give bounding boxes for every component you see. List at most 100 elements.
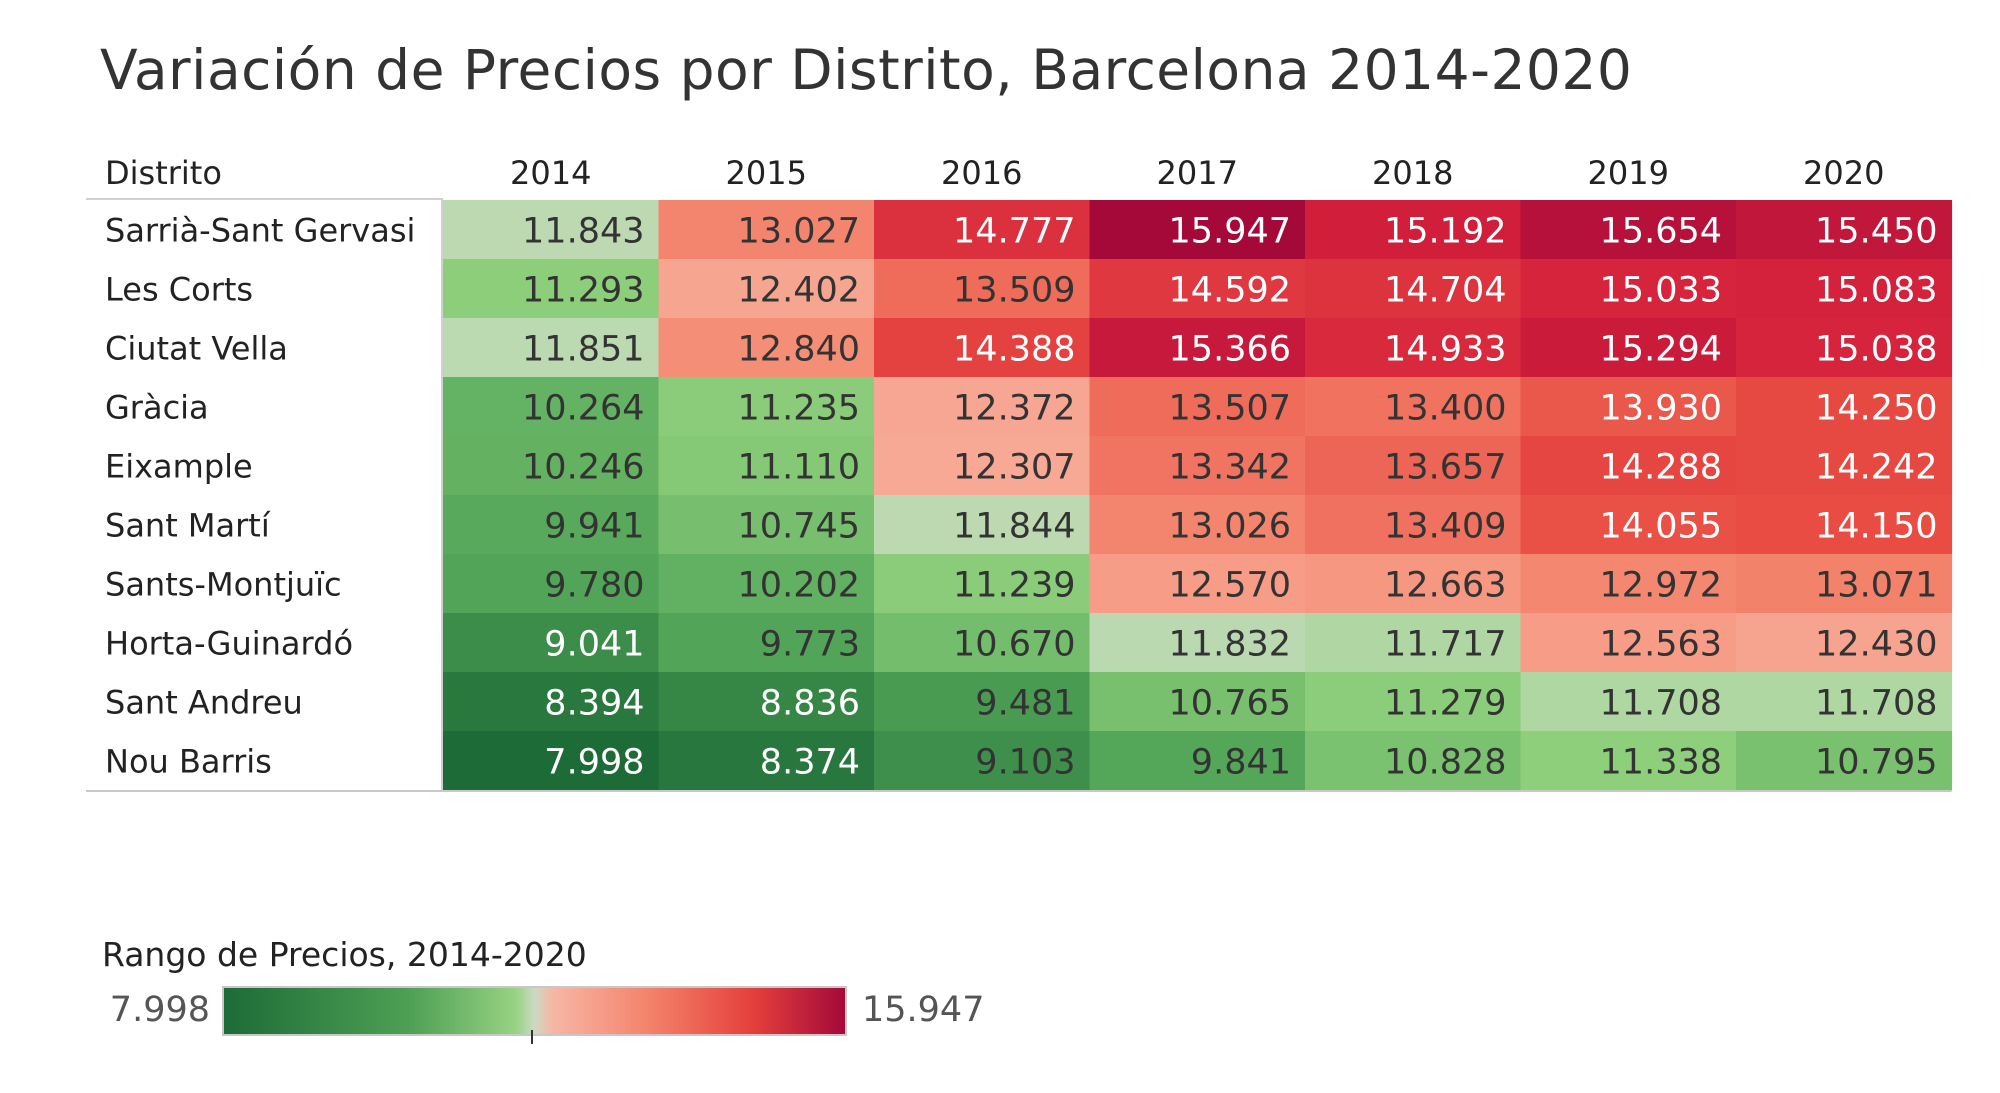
heatmap-cell [1736, 318, 1953, 378]
cell-value-label: 14.250 [1815, 389, 1937, 429]
cell-value-label: 12.307 [953, 448, 1075, 488]
cell-value-label: 8.374 [760, 743, 860, 783]
heatmap-cell [874, 731, 1091, 791]
heatmap-cell [1089, 318, 1306, 378]
row-label: Sarrià-Sant Gervasi [105, 212, 415, 250]
heatmap-cell [874, 259, 1091, 319]
heatmap-cell [874, 495, 1091, 555]
cell-value-label: 13.400 [1384, 389, 1506, 429]
heatmap-cell [1520, 613, 1737, 673]
heatmap-cell [1089, 436, 1306, 496]
cell-value-label: 10.765 [1169, 684, 1291, 724]
cell-value-label: 13.509 [953, 271, 1075, 311]
cell-value-label: 11.717 [1384, 625, 1506, 665]
cell-value-label: 11.279 [1384, 684, 1506, 724]
heatmap-cell [443, 672, 660, 732]
heatmap-cell [1520, 377, 1737, 437]
column-header: 2020 [1803, 154, 1884, 192]
row-label: Les Corts [105, 271, 253, 309]
cell-value-label: 13.342 [1169, 448, 1291, 488]
heatmap-cell [1089, 613, 1306, 673]
heatmap-cell [1520, 200, 1737, 260]
heatmap-cell [443, 200, 660, 260]
heatmap-cell [658, 318, 875, 378]
cell-value-label: 15.654 [1600, 212, 1722, 252]
cell-value-label: 11.851 [522, 330, 644, 370]
heatmap-cell [1305, 613, 1522, 673]
cell-value-label: 15.033 [1600, 271, 1722, 311]
column-header: 2018 [1372, 154, 1453, 192]
heatmap-cell [1520, 259, 1737, 319]
cell-value-label: 11.235 [738, 389, 860, 429]
cell-value-label: 9.941 [544, 507, 644, 547]
heatmap-cell [1736, 672, 1953, 732]
row-label: Horta-Guinardó [105, 625, 353, 663]
heatmap-cell [658, 554, 875, 614]
cell-value-label: 13.026 [1169, 507, 1291, 547]
heatmap-cell [1520, 554, 1737, 614]
heatmap-cell [874, 318, 1091, 378]
cell-value-label: 14.242 [1815, 448, 1937, 488]
row-label: Sants-Montjuïc [105, 566, 342, 604]
heatmap-cell [1305, 259, 1522, 319]
heatmap-cell [1089, 495, 1306, 555]
heatmap-cell [443, 495, 660, 555]
heatmap-cell [1089, 731, 1306, 791]
cell-value-label: 9.103 [975, 743, 1075, 783]
heatmap-cell [874, 377, 1091, 437]
heatmap-cell [1520, 495, 1737, 555]
row-label: Eixample [105, 448, 253, 486]
heatmap-cell [443, 613, 660, 673]
cell-value-label: 10.264 [522, 389, 644, 429]
cell-value-label: 11.708 [1600, 684, 1722, 724]
cell-value-label: 14.055 [1600, 507, 1722, 547]
heatmap-cell [658, 259, 875, 319]
heatmap-cell [1736, 613, 1953, 673]
cell-value-label: 14.704 [1384, 271, 1506, 311]
heatmap-cell [1736, 495, 1953, 555]
heatmap-cell [1089, 200, 1306, 260]
cell-value-label: 10.828 [1384, 743, 1506, 783]
cell-value-label: 14.777 [953, 212, 1075, 252]
heatmap-cell [874, 436, 1091, 496]
cell-value-label: 7.998 [544, 743, 644, 783]
column-header: 2014 [510, 154, 591, 192]
heatmap-cell [658, 377, 875, 437]
heatmap-cell [1305, 318, 1522, 378]
heatmap-cell [1089, 259, 1306, 319]
heatmap-cell [1520, 318, 1737, 378]
cell-value-label: 14.150 [1815, 507, 1937, 547]
heatmap-cell [874, 200, 1091, 260]
cell-value-label: 9.841 [1191, 743, 1291, 783]
heatmap-cell [1305, 731, 1522, 791]
column-header: 2017 [1157, 154, 1238, 192]
cell-value-label: 15.192 [1384, 212, 1506, 252]
cell-value-label: 11.832 [1169, 625, 1291, 665]
cell-value-label: 15.450 [1815, 212, 1937, 252]
legend-max-label: 15.947 [862, 990, 985, 1030]
cell-value-label: 13.409 [1384, 507, 1506, 547]
cell-value-label: 15.083 [1815, 271, 1937, 311]
heatmap-cell [443, 436, 660, 496]
cell-value-label: 9.041 [544, 625, 644, 665]
chart-title: Variación de Precios por Distrito, Barce… [100, 38, 1633, 102]
heatmap-cell [1305, 672, 1522, 732]
heatmap-cell [1736, 259, 1953, 319]
row-label: Sant Martí [105, 507, 271, 545]
heatmap-cell [874, 672, 1091, 732]
heatmap-cell [1520, 436, 1737, 496]
cell-value-label: 10.745 [738, 507, 860, 547]
row-label: Ciutat Vella [105, 330, 288, 368]
cell-value-label: 8.394 [544, 684, 644, 724]
cell-value-label: 13.027 [738, 212, 860, 252]
heatmap-cell [443, 377, 660, 437]
cell-value-label: 13.930 [1600, 389, 1722, 429]
heatmap-cell [1736, 377, 1953, 437]
heatmap-cell [1305, 495, 1522, 555]
cell-value-label: 12.570 [1169, 566, 1291, 606]
heatmap-cell [874, 613, 1091, 673]
cell-value-label: 11.239 [953, 566, 1075, 606]
heatmap-cell [1305, 200, 1522, 260]
row-label: Gràcia [105, 389, 209, 427]
heatmap-cell [443, 554, 660, 614]
